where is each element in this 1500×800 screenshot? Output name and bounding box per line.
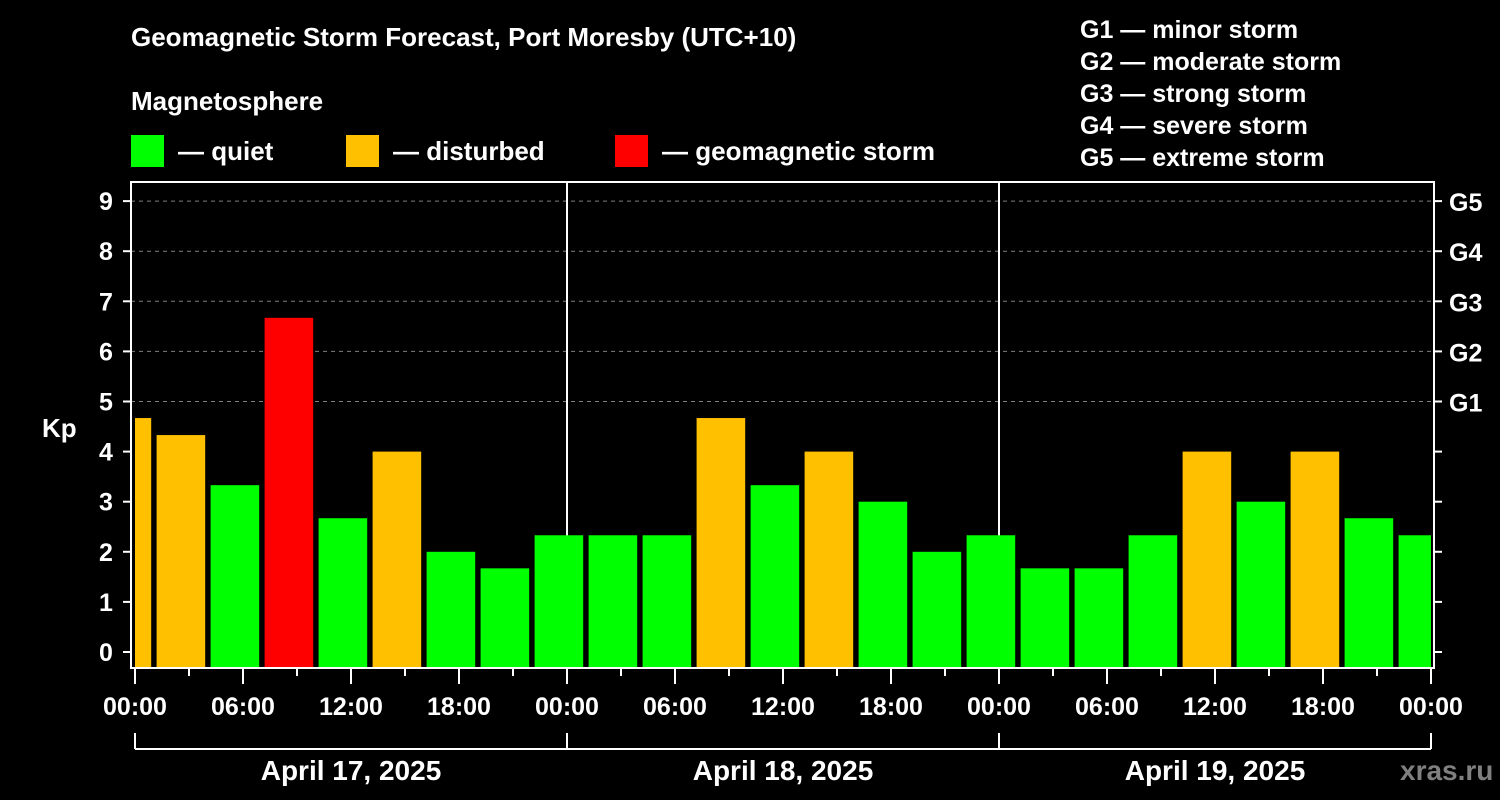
x-tick-label: 06:00 xyxy=(1075,693,1139,721)
g-scale-item: G5 — extreme storm xyxy=(1080,144,1325,172)
bar-storm xyxy=(264,317,314,668)
x-tick-label: 00:00 xyxy=(967,693,1031,721)
bar-quiet xyxy=(1020,568,1070,668)
y-tick-label: 9 xyxy=(99,188,113,216)
y-tick-label: 4 xyxy=(99,439,113,467)
axes: 0 1 2 3 4 5 6 7 8 9 G1 G2 G3 G4 G5 00:00 06:00 12:00 18:00… xyxy=(99,181,1482,786)
day-label: April 18, 2025 xyxy=(693,755,874,786)
x-tick-label: 06:00 xyxy=(643,693,707,721)
g-level-label: G1 xyxy=(1449,390,1482,418)
x-tick-label: 00:00 xyxy=(103,693,167,721)
bar-disturbed xyxy=(135,418,152,668)
y-tick-label: 1 xyxy=(99,589,113,617)
x-tick-label: 12:00 xyxy=(319,693,383,721)
bar-quiet xyxy=(642,535,692,668)
bar-quiet xyxy=(210,485,260,668)
x-tick-label: 18:00 xyxy=(1291,693,1355,721)
bar-quiet xyxy=(588,535,638,668)
x-tick-label: 18:00 xyxy=(427,693,491,721)
bar-quiet xyxy=(1236,501,1286,668)
g-level-label: G3 xyxy=(1449,289,1482,317)
g-level-label: G2 xyxy=(1449,339,1482,367)
bar-quiet xyxy=(1074,568,1124,668)
bar-quiet xyxy=(966,535,1016,668)
bar-quiet xyxy=(750,485,800,668)
y-tick-label: 5 xyxy=(99,389,113,417)
legend-swatch-storm xyxy=(615,135,648,167)
y-tick-label: 6 xyxy=(99,338,113,366)
g-scale-item: G2 — moderate storm xyxy=(1080,48,1342,76)
x-tick-label: 06:00 xyxy=(211,693,275,721)
y-tick-label: 8 xyxy=(99,238,113,266)
bar-disturbed xyxy=(1182,451,1232,668)
bar-quiet xyxy=(318,518,368,668)
legend-label-storm: — geomagnetic storm xyxy=(662,135,936,166)
bar-quiet xyxy=(480,568,530,668)
g-scale-item: G4 — severe storm xyxy=(1080,112,1308,140)
legend-quiet: — quiet xyxy=(131,135,273,167)
bars xyxy=(135,317,1431,668)
bar-quiet xyxy=(912,551,962,668)
bar-disturbed xyxy=(372,451,422,668)
x-tick-label: 00:00 xyxy=(1399,693,1463,721)
day-label: April 19, 2025 xyxy=(1125,755,1306,786)
bar-disturbed xyxy=(156,435,206,668)
x-tick-label: 12:00 xyxy=(751,693,815,721)
g-level-label: G4 xyxy=(1449,239,1482,267)
chart-title: Geomagnetic Storm Forecast, Port Moresby… xyxy=(131,22,797,52)
legend-label-disturbed: — disturbed xyxy=(393,135,545,166)
bar-disturbed xyxy=(696,418,746,668)
bar-quiet xyxy=(426,551,476,668)
g-scale-item: G1 — minor storm xyxy=(1080,16,1299,44)
y-tick-label: 2 xyxy=(99,539,113,567)
bar-disturbed xyxy=(804,451,854,668)
g-scale-list: G1 — minor storm G2 — moderate storm G3 … xyxy=(1080,14,1341,174)
g-level-label: G5 xyxy=(1449,189,1482,217)
bar-quiet xyxy=(858,501,908,668)
bar-quiet xyxy=(534,535,584,668)
g-scale-item: G3 — strong storm xyxy=(1080,80,1307,108)
watermark: xras.ru xyxy=(1400,755,1494,786)
legend-disturbed: — disturbed xyxy=(346,135,545,167)
legend-swatch-quiet xyxy=(131,135,164,167)
y-tick-label: 3 xyxy=(99,489,113,517)
bar-quiet xyxy=(1398,535,1431,668)
x-tick-label: 18:00 xyxy=(859,693,923,721)
bar-quiet xyxy=(1128,535,1178,668)
y-axis-label: Kp xyxy=(42,413,77,443)
bar-disturbed xyxy=(1290,451,1340,668)
y-tick-label: 0 xyxy=(99,639,113,667)
bar-quiet xyxy=(1344,518,1394,668)
legend-title: Magnetosphere xyxy=(131,86,324,116)
x-tick-label: 12:00 xyxy=(1183,693,1247,721)
legend-storm: — geomagnetic storm xyxy=(615,135,935,167)
legend-label-quiet: — quiet xyxy=(178,135,274,166)
x-tick-label: 00:00 xyxy=(535,693,599,721)
legend-swatch-disturbed xyxy=(346,135,379,167)
y-tick-label: 7 xyxy=(99,288,113,316)
day-label: April 17, 2025 xyxy=(261,755,442,786)
